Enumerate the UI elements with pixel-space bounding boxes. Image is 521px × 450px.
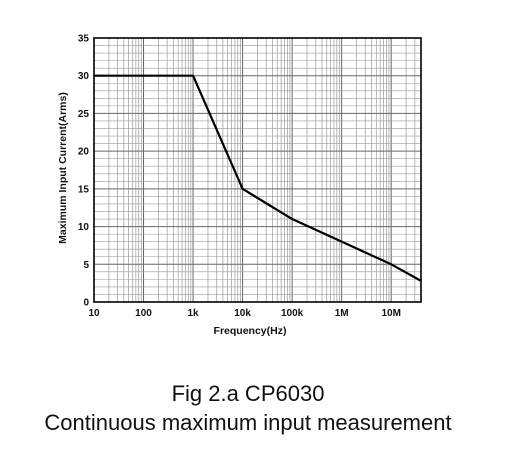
y-tick-label: 5 xyxy=(83,260,89,271)
y-tick-label: 25 xyxy=(78,109,90,120)
series-layer xyxy=(94,74,422,282)
series-line xyxy=(94,74,422,282)
tick-labels: 10 100 1k 10k 100k 1M 10M 0 5 10 15 20 25 30 35 xyxy=(78,34,401,320)
y-tick-label: 10 xyxy=(78,222,90,233)
y-axis-title: Maximum Input Current(Arms) xyxy=(57,92,69,244)
y-tick-label: 20 xyxy=(78,147,90,158)
y-tick-label: 35 xyxy=(78,34,90,45)
grid xyxy=(93,37,422,303)
x-tick-label: 10 xyxy=(88,308,100,319)
y-tick-label: 0 xyxy=(83,298,89,309)
x-tick-label: 100 xyxy=(135,308,152,319)
plot-frame xyxy=(93,37,422,303)
x-tick-label: 100k xyxy=(281,308,304,319)
figure-caption-subtitle: Continuous maximum input measurement xyxy=(44,410,452,435)
x-tick-label: 10k xyxy=(234,308,251,319)
x-tick-label: 1M xyxy=(335,308,349,319)
x-axis-title: Frequency(Hz) xyxy=(214,325,287,337)
x-tick-label: 1k xyxy=(187,308,199,319)
x-tick-label: 10M xyxy=(381,308,400,319)
figure-caption-title: Fig 2.a CP6030 xyxy=(171,381,325,406)
y-tick-label: 15 xyxy=(78,184,90,195)
y-tick-label: 30 xyxy=(78,71,90,82)
